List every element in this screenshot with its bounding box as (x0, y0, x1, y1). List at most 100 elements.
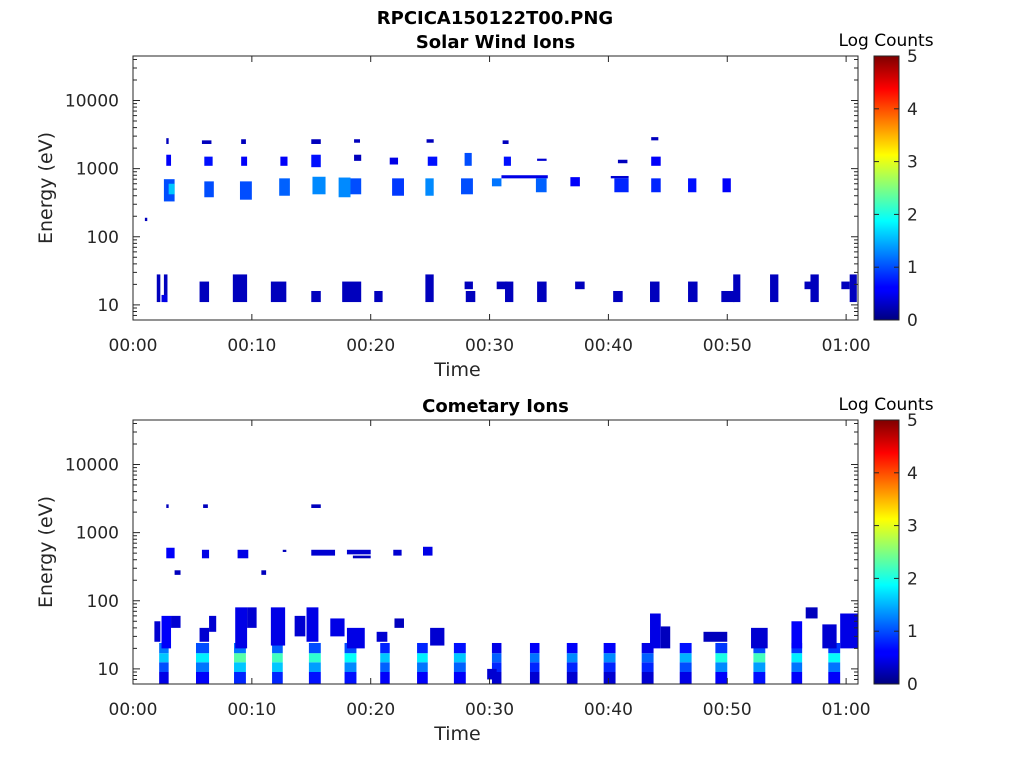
colorbar-tick-label: 2 (907, 569, 918, 589)
y-tick-label: 10000 (65, 456, 119, 476)
heatmap-cell (166, 154, 172, 166)
heatmap-cell (535, 178, 547, 193)
heatmap-cell (241, 139, 246, 144)
heatmap-cell (603, 672, 616, 684)
colorbar-tick-label: 3 (907, 517, 918, 537)
y-tick-label: 100 (87, 592, 119, 612)
heatmap-cell (650, 281, 660, 303)
heatmap-cell (688, 281, 698, 303)
colorbar-tick-label: 0 (907, 675, 918, 695)
heatmap-cell (350, 178, 362, 195)
y-tick-label: 10 (97, 296, 119, 316)
heatmap-cell (270, 607, 286, 646)
heatmap-cell (537, 158, 547, 161)
heatmap-cell (195, 672, 210, 684)
heatmap-cell (453, 662, 466, 673)
heatmap-cell (311, 290, 321, 303)
heatmap-cell (753, 672, 766, 684)
heatmap-cell (791, 662, 803, 673)
heatmap-cell (393, 549, 402, 556)
heatmap-cell (770, 274, 779, 303)
heatmap-cell (392, 178, 404, 196)
heatmap-cell (849, 274, 857, 303)
heatmap-cell (380, 653, 390, 663)
heatmap-cell (529, 662, 540, 673)
heatmap-cell (417, 672, 428, 684)
heatmap-cell (679, 672, 692, 684)
heatmap-cell (247, 607, 257, 628)
colorbar-tick-label: 3 (907, 153, 918, 173)
heatmap-cell (425, 274, 434, 303)
heatmap-cell (234, 672, 246, 684)
colorbar-title: Log Counts (838, 31, 933, 51)
heatmap-cell (417, 662, 428, 673)
x-tick-label: 01:00 (822, 336, 871, 356)
x-tick-label: 00:30 (465, 336, 514, 356)
heatmap-cell (715, 672, 728, 684)
heatmap-cell (209, 615, 217, 632)
y-tick-label: 10000 (65, 92, 119, 112)
heatmap-cell (617, 159, 628, 164)
heatmap-cell (166, 504, 169, 508)
heatmap-cell (346, 627, 365, 649)
heatmap-cell (651, 156, 661, 166)
heatmap-cell (679, 642, 692, 654)
heatmap-cell (308, 672, 321, 684)
axes-frame (132, 55, 859, 321)
heatmap-cell (311, 549, 336, 556)
heatmap-cell (174, 570, 181, 575)
heatmap-cell (237, 549, 249, 559)
heatmap-cell (344, 662, 357, 673)
heatmap-cell (308, 653, 321, 663)
heatmap-cell (195, 662, 210, 673)
heatmap-cell (529, 672, 540, 684)
heatmap-cell (426, 139, 434, 143)
heatmap-cell (352, 555, 371, 559)
heatmap-cell (751, 627, 768, 649)
heatmap-cell (791, 621, 803, 649)
heatmap-cell (380, 642, 390, 654)
heatmap-cell (651, 178, 661, 193)
heatmap-cell (204, 156, 213, 166)
x-tick-label: 00:10 (227, 336, 276, 356)
heatmap-cell (272, 662, 283, 673)
heatmap-cell (641, 653, 654, 663)
heatmap-cell (374, 290, 383, 303)
heatmap-cell (882, 737, 883, 739)
heatmap-cell (354, 139, 361, 143)
heatmap-cell (715, 653, 728, 663)
heatmap-cell (201, 140, 212, 144)
heatmap-cell (529, 653, 540, 663)
panel-title: Solar Wind Ions (416, 32, 575, 53)
colorbar-tick-label: 4 (907, 100, 918, 120)
heatmap-cell (613, 290, 623, 303)
heatmap-cell (261, 570, 267, 575)
x-tick-label: 00:40 (584, 336, 633, 356)
x-tick-label: 00:00 (109, 336, 158, 356)
heatmap-cell (453, 653, 466, 663)
heatmap-cell (394, 618, 404, 628)
heatmap-cell (566, 653, 578, 663)
y-tick-label: 1000 (76, 160, 119, 180)
heatmap-cell (338, 177, 351, 198)
heatmap-cell (840, 613, 858, 649)
colorbar-title: Log Counts (838, 395, 933, 415)
heatmap-cell (570, 177, 580, 187)
heatmap-cell (804, 281, 815, 290)
x-tick-label: 00:50 (703, 700, 752, 720)
y-tick-label: 10 (97, 660, 119, 680)
heatmap-cell (279, 178, 290, 196)
heatmap-cell (376, 631, 388, 642)
heatmap-cell (311, 139, 321, 144)
heatmap-cell (199, 281, 210, 303)
heatmap-cell (423, 546, 433, 556)
heatmap-cell (306, 607, 319, 642)
heatmap-cell (344, 653, 357, 663)
heatmap-cell (465, 290, 476, 303)
x-tick-label: 00:00 (109, 700, 158, 720)
heatmap-cell (195, 653, 210, 663)
x-tick-label: 00:30 (465, 700, 514, 720)
heatmap-cell (311, 504, 321, 508)
